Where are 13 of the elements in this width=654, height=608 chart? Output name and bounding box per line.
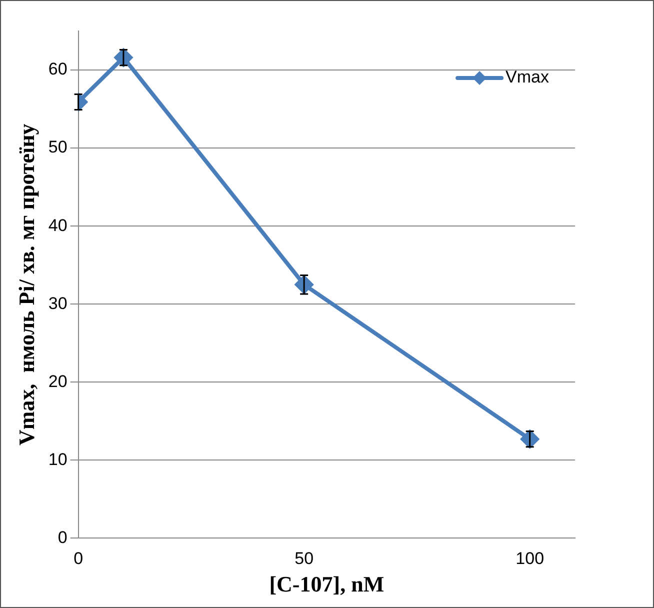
y-tick-label: 60 <box>48 60 68 79</box>
x-tick-label: 50 <box>294 549 314 568</box>
y-tick-label: 50 <box>48 138 68 157</box>
y-axis-title: Vmax, нмоль Pi/ хв. мг протеїну <box>14 124 39 446</box>
y-tick-label: 20 <box>48 372 68 391</box>
y-tick-label: 10 <box>48 450 68 469</box>
legend-label: Vmax <box>506 68 550 87</box>
x-axis-title: [C-107], nM <box>269 571 384 596</box>
y-tick-label: 0 <box>58 528 68 547</box>
x-tick-label: 100 <box>516 549 544 568</box>
y-tick-label: 40 <box>48 216 68 235</box>
y-tick-label: 30 <box>48 294 68 313</box>
x-tick-label: 0 <box>74 549 84 568</box>
